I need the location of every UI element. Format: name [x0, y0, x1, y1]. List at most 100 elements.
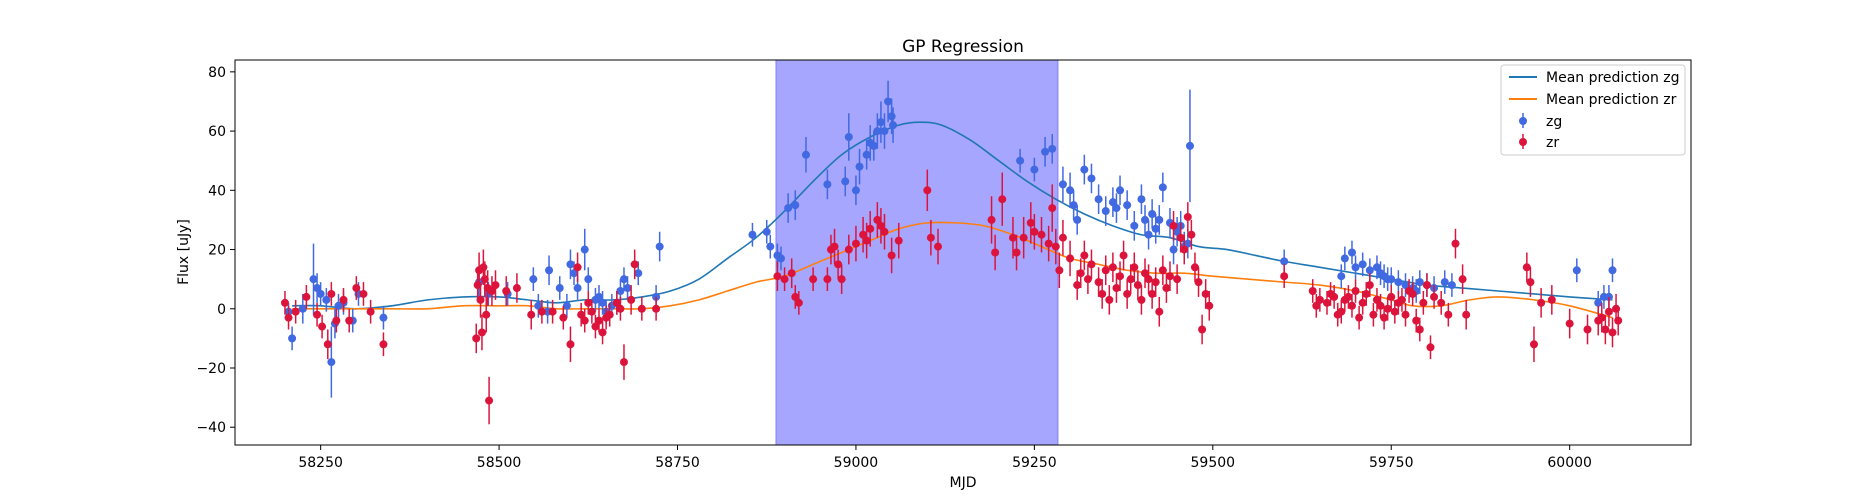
data-point-zr [1401, 310, 1410, 319]
data-point-zr [1158, 266, 1167, 275]
data-point-zr [487, 287, 496, 295]
data-point-zr [1083, 275, 1092, 284]
data-point-zr [1376, 301, 1385, 310]
x-tick-label: 59000 [834, 455, 879, 471]
data-point-zr [502, 287, 511, 295]
data-point-zr [477, 328, 486, 337]
data-point-zr [1205, 301, 1214, 310]
y-tick-label: 80 [208, 65, 226, 81]
data-point-zr [1141, 269, 1149, 278]
data-point-zg [1169, 245, 1178, 254]
data-point-zg [1073, 215, 1082, 224]
data-point-zr [1012, 248, 1021, 257]
legend-label-mean-zg: Mean prediction zg [1546, 70, 1680, 86]
data-point-zr [284, 313, 293, 322]
data-point-zg [298, 304, 307, 313]
chart-title: GP Regression [902, 37, 1024, 57]
data-point-zg [1130, 221, 1139, 230]
data-point-zg [1440, 278, 1449, 287]
data-point-zg [1123, 201, 1132, 210]
series-zg [284, 80, 1617, 398]
data-point-zr [1051, 242, 1060, 251]
data-point-zr [894, 236, 903, 245]
data-point-zr [791, 292, 800, 301]
data-point-zr [1055, 266, 1064, 275]
data-point-zr [1601, 325, 1610, 334]
data-point-zr [1415, 325, 1424, 334]
data-point-zr [548, 307, 557, 316]
data-point-zg [884, 97, 893, 106]
data-point-zr [280, 298, 289, 307]
data-point-zg [1173, 227, 1182, 236]
data-point-zg [1087, 174, 1096, 183]
data-point-zr [491, 281, 500, 290]
data-point-zr [1362, 289, 1371, 298]
data-point-zr [1116, 272, 1125, 281]
data-point-zr [1330, 292, 1339, 301]
data-point-zg [1608, 266, 1617, 275]
highlight-span [775, 59, 1059, 446]
data-point-zr [1358, 298, 1367, 307]
data-point-zr [627, 295, 636, 304]
data-point-zg [1158, 183, 1167, 192]
data-point-zr [323, 340, 332, 349]
data-point-zr [584, 298, 593, 307]
data-point-zr [1390, 307, 1399, 316]
data-point-zr [834, 260, 843, 269]
data-point-zr [318, 322, 327, 331]
data-point-zg [562, 301, 571, 310]
data-point-zg [862, 150, 871, 159]
data-point-zr [1130, 263, 1139, 272]
x-tick-label: 58250 [298, 455, 343, 471]
data-point-zg [855, 162, 864, 171]
legend-box [1500, 64, 1686, 156]
data-point-zr [482, 310, 491, 319]
data-point-zr [1190, 263, 1199, 272]
data-point-zr [876, 221, 885, 230]
data-point-zg [1337, 272, 1346, 281]
data-point-zr [1176, 233, 1185, 242]
data-point-zr [527, 310, 536, 319]
data-point-zg [1137, 195, 1146, 204]
data-point-zr [1397, 295, 1406, 304]
data-point-zg [529, 275, 538, 284]
data-point-zr [1019, 233, 1028, 242]
data-point-zr [587, 307, 596, 316]
data-point-zr [873, 215, 882, 224]
data-point-zr [1412, 316, 1421, 325]
data-point-zr [1430, 292, 1439, 301]
data-point-zr [1547, 295, 1556, 304]
data-point-zr [1565, 319, 1574, 328]
data-point-zg [616, 287, 625, 295]
data-point-zr [1312, 301, 1321, 310]
data-point-zg [1572, 266, 1581, 275]
data-point-zr [887, 251, 896, 260]
data-point-zr [379, 340, 388, 349]
data-point-zr [1537, 298, 1546, 307]
data-point-zg [580, 245, 589, 254]
data-point-zr [1037, 230, 1046, 239]
data-point-zr [1522, 263, 1531, 272]
series-zr [280, 169, 1623, 425]
data-point-zr [1380, 313, 1389, 322]
legend: Mean prediction zg Mean prediction zr zg… [1500, 64, 1686, 156]
y-tick-label: −20 [196, 361, 226, 377]
data-point-zg [570, 269, 579, 278]
mean-line-zg [292, 121, 1613, 310]
data-point-zr [934, 242, 943, 251]
data-point-zr [1030, 227, 1039, 236]
data-point-zg [1041, 147, 1050, 156]
data-point-zg [598, 298, 607, 307]
data-point-zr [302, 292, 311, 301]
data-point-zr [1280, 272, 1289, 281]
data-point-zg [791, 201, 800, 210]
data-point-zg [634, 269, 643, 278]
data-point-zg [873, 127, 882, 136]
data-point-zg [1185, 141, 1194, 150]
data-point-zr [512, 284, 521, 293]
data-point-zr [1165, 272, 1174, 281]
legend-label-zg: zg [1546, 114, 1562, 130]
legend-marker-zg [1519, 117, 1527, 125]
data-point-zr [1180, 245, 1189, 254]
data-point-zr [998, 195, 1007, 204]
